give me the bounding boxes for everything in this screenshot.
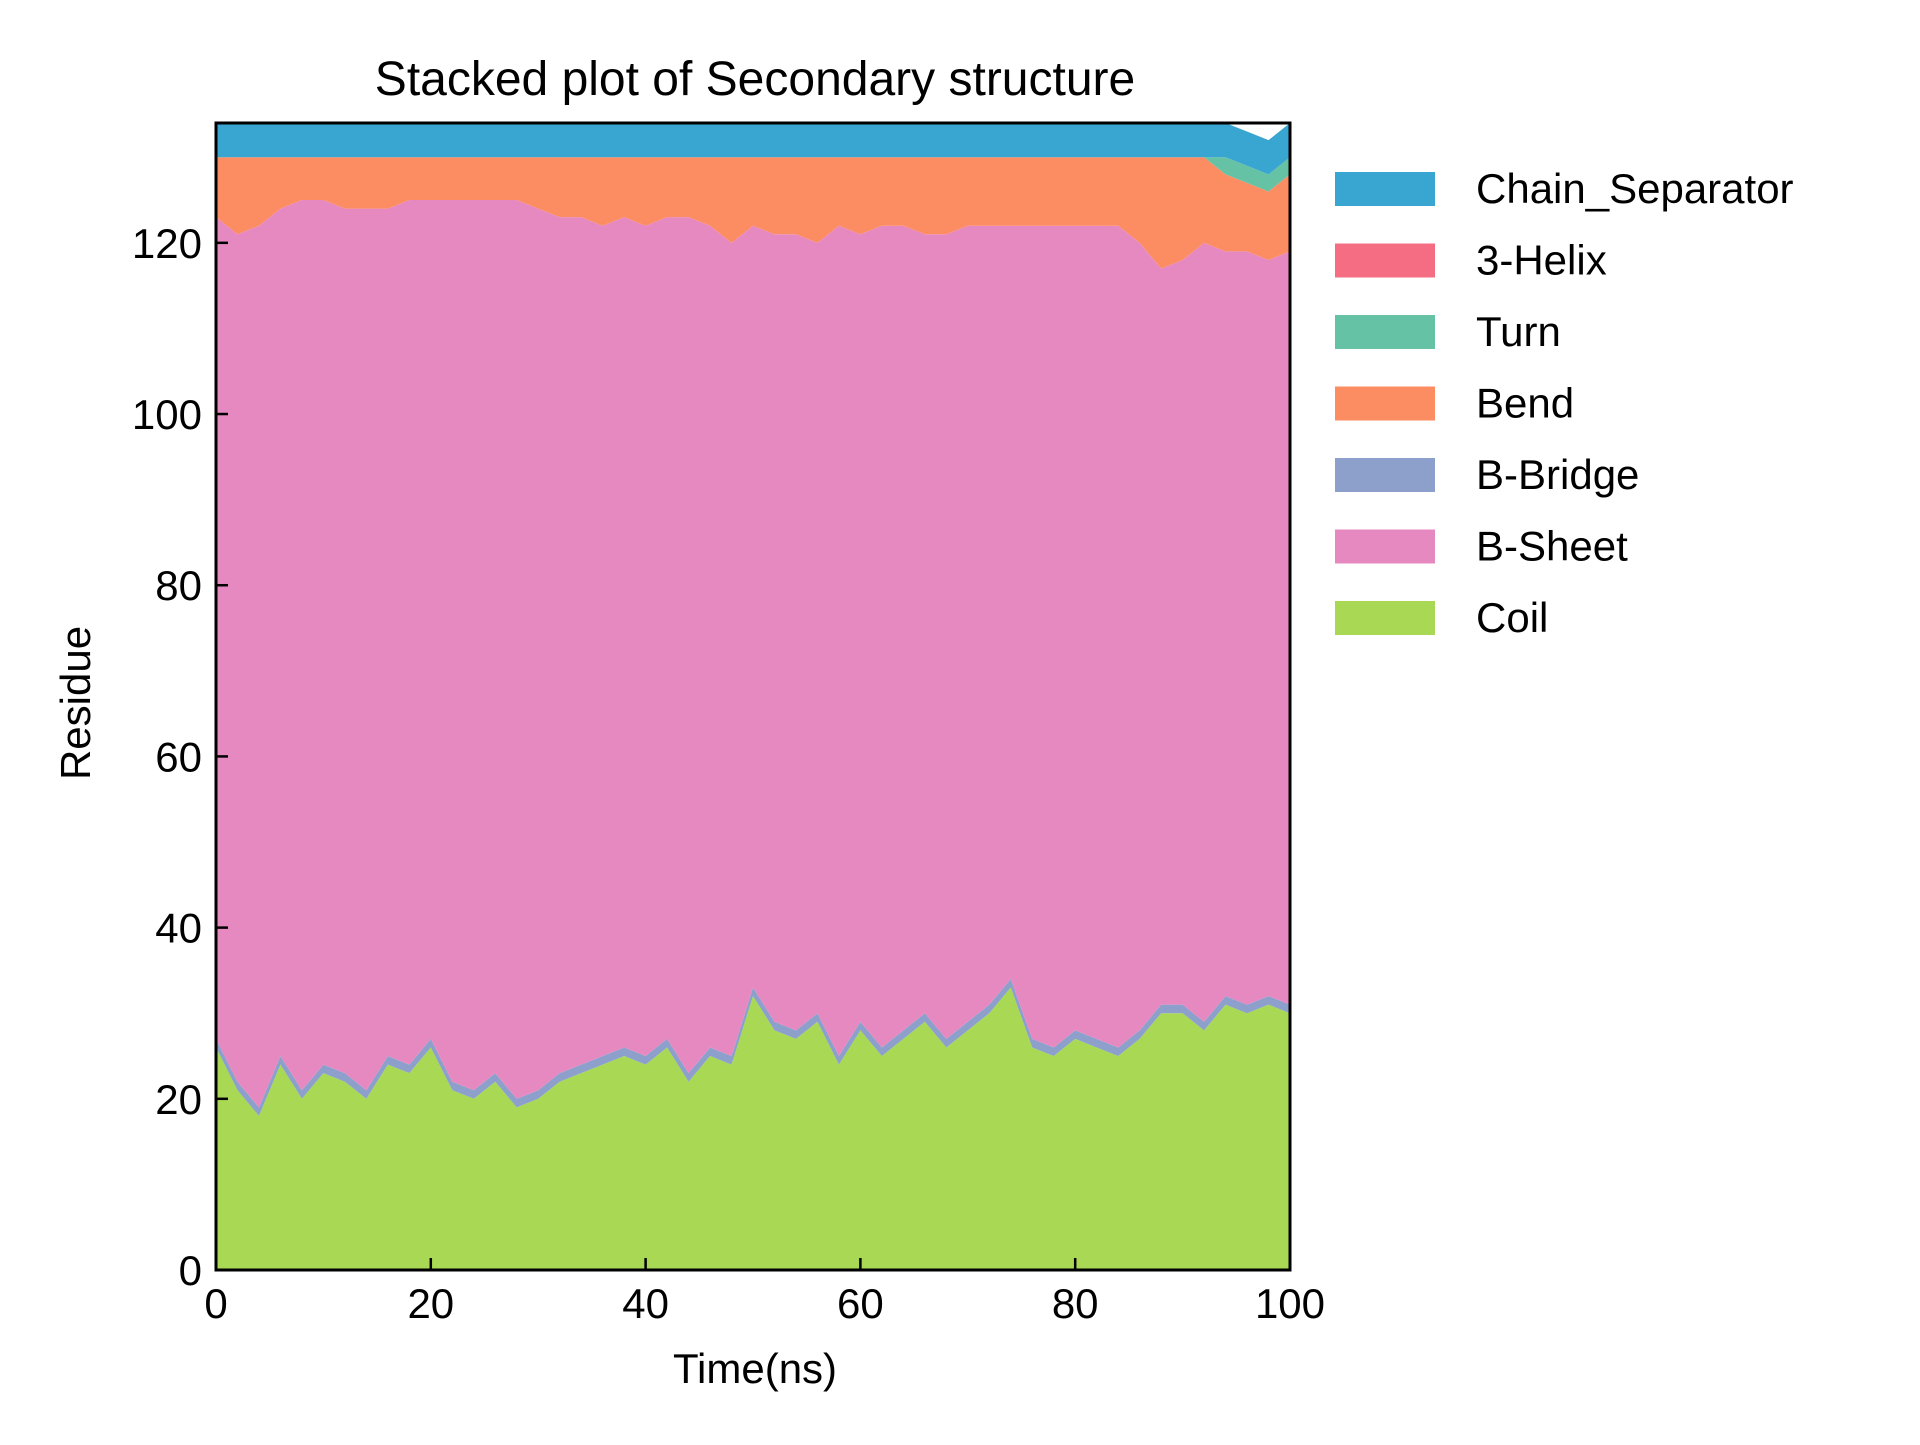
- y-tick-label: 60: [155, 733, 202, 780]
- x-tick-label: 80: [1052, 1280, 1099, 1327]
- legend-label-b-sheet: B-Sheet: [1476, 523, 1628, 570]
- legend-label-coil: Coil: [1476, 594, 1548, 641]
- legend-label-chain-separator: Chain_Separator: [1476, 165, 1794, 212]
- plot-frame: [214, 121, 1292, 1272]
- plot-area: [216, 123, 1290, 1270]
- legend-label-turn: Turn: [1476, 308, 1561, 355]
- legend-label-3-helix: 3-Helix: [1476, 237, 1607, 284]
- legend-swatch-b-sheet: [1335, 529, 1435, 564]
- legend-label-b-bridge: B-Bridge: [1476, 451, 1639, 498]
- x-tick-label: 60: [837, 1280, 884, 1327]
- area-coil: [216, 987, 1290, 1270]
- y-tick-label: 0: [179, 1247, 202, 1294]
- y-tick-label: 40: [155, 905, 202, 952]
- legend-label-bend: Bend: [1476, 380, 1574, 427]
- y-tick-label: 100: [132, 391, 202, 438]
- legend: Chain_Separator 3-Helix Turn Bend B-Bridge B-…: [1335, 165, 1794, 641]
- x-tick-label: 100: [1255, 1280, 1325, 1327]
- legend-swatch-3-helix: [1335, 243, 1435, 278]
- legend-swatch-b-bridge: [1335, 458, 1435, 492]
- x-tick-label: 40: [622, 1280, 669, 1327]
- chart-title: Stacked plot of Secondary structure: [375, 53, 1135, 106]
- y-tick-label: 120: [132, 220, 202, 267]
- y-axis-label: Residue: [52, 626, 99, 780]
- legend-swatch-chain-separator: [1335, 172, 1435, 206]
- area-bend: [216, 157, 1290, 269]
- area-chain-separator: [216, 123, 1290, 175]
- y-tick-label: 20: [155, 1076, 202, 1123]
- y-tick-label: 80: [155, 562, 202, 609]
- area-b-bridge: [216, 978, 1290, 1116]
- x-tick-label: 20: [407, 1280, 454, 1327]
- legend-swatch-bend: [1335, 386, 1435, 421]
- area-b-sheet: [216, 200, 1290, 1108]
- axes: 0 20 40 60 80 100 0 20 40 60 80 100 120: [132, 121, 1325, 1327]
- x-axis-label: Time(ns): [673, 1345, 837, 1392]
- legend-swatch-turn: [1335, 315, 1435, 349]
- x-tick-label: 0: [204, 1280, 227, 1327]
- legend-swatch-coil: [1335, 601, 1435, 635]
